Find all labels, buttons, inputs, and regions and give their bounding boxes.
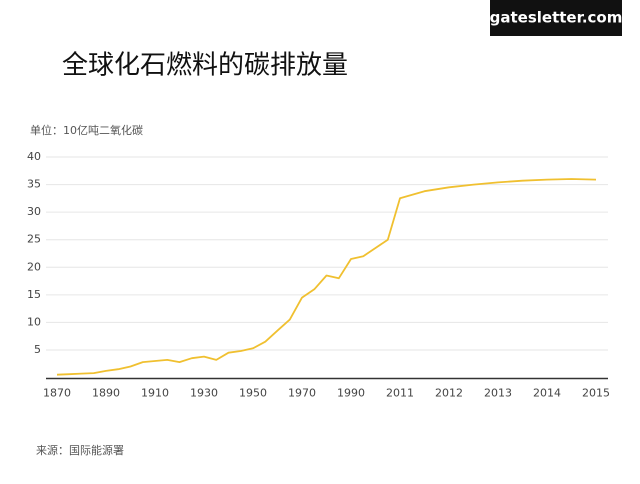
x-tick-label: 1990 bbox=[337, 387, 365, 400]
x-tick-label: 2013 bbox=[484, 387, 512, 400]
x-tick-label: 2015 bbox=[582, 387, 610, 400]
x-tick-label: 2014 bbox=[533, 387, 561, 400]
line bbox=[56, 178, 597, 376]
chart-title: 全球化石燃料的碳排放量 bbox=[62, 51, 348, 81]
x-tick-label: 1970 bbox=[288, 387, 316, 400]
x-tick-label: 1910 bbox=[141, 387, 169, 400]
x-tick-label: 2012 bbox=[435, 387, 463, 400]
x-tick-label: 1890 bbox=[92, 387, 120, 400]
y-tick-label: 10 bbox=[27, 315, 41, 328]
y-tick-label: 30 bbox=[27, 205, 41, 218]
y-tick-label: 20 bbox=[27, 260, 41, 273]
y-tick-label: 15 bbox=[27, 288, 41, 301]
x-tick-label: 1930 bbox=[190, 387, 218, 400]
y-tick-label: 35 bbox=[27, 178, 41, 191]
x-tick-label: 2011 bbox=[386, 387, 414, 400]
y-tick-label: 40 bbox=[27, 150, 41, 163]
logo: gatesletter.com bbox=[490, 9, 623, 27]
x-tick-label: 1870 bbox=[43, 387, 71, 400]
unit-label: 单位：10亿吨二氧化碳 bbox=[30, 123, 143, 137]
x-tick-label: 1950 bbox=[239, 387, 267, 400]
logo-box bbox=[490, 0, 622, 36]
source: 来源：国际能源署 bbox=[36, 443, 124, 457]
y-tick-label: 5 bbox=[34, 343, 41, 356]
y-tick-label: 25 bbox=[27, 233, 41, 246]
